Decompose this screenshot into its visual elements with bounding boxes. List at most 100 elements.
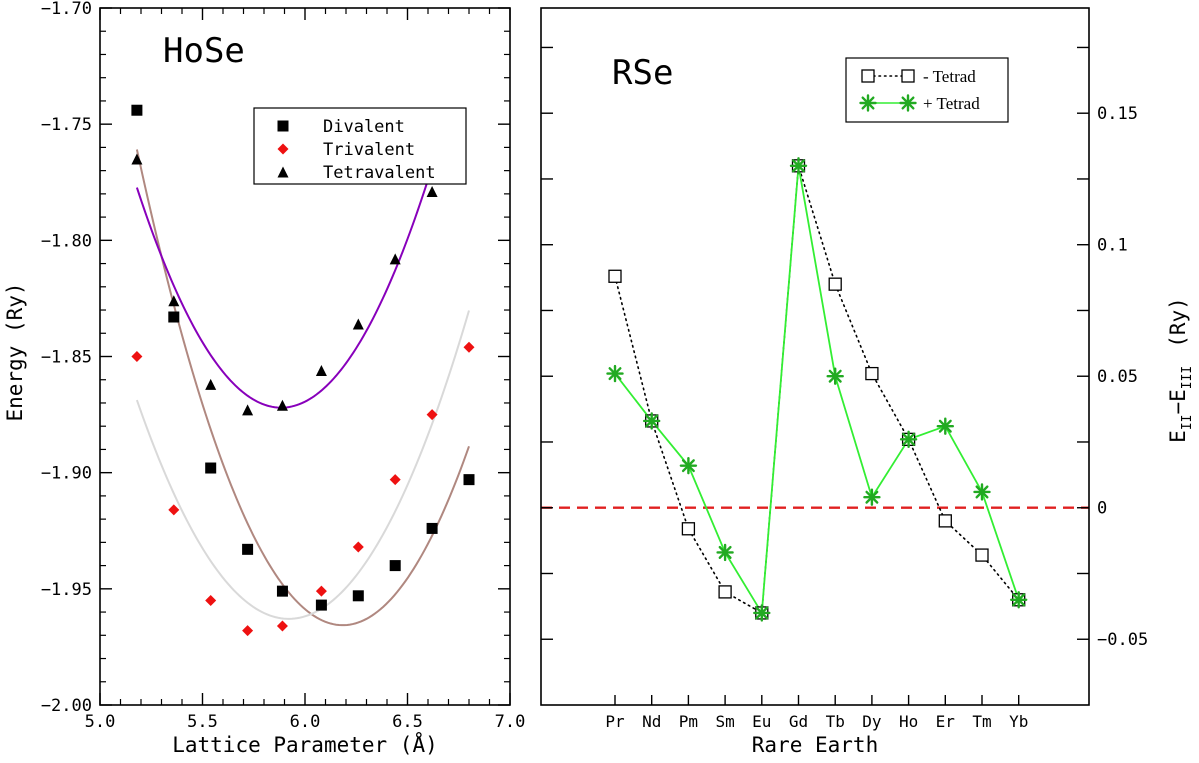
point-divalent-1 xyxy=(131,104,143,116)
point-tetrad-ho xyxy=(899,430,918,449)
category-label-pm: Pm xyxy=(679,712,698,731)
point-tetrad-dy xyxy=(863,488,881,506)
point-tetravalent-3 xyxy=(205,378,217,390)
point-tetrad-er xyxy=(938,514,952,528)
right-x-axis-label: Rare Earth xyxy=(752,733,878,757)
point-divalent-7 xyxy=(352,590,364,602)
y-tick-label: −1.70 xyxy=(41,0,92,19)
point-tetrad-tb xyxy=(828,277,842,291)
y-tick-label: −1.80 xyxy=(41,231,92,251)
fit-curve-tetravalent xyxy=(135,166,434,409)
point-tetravalent-1 xyxy=(131,153,143,165)
left-legend: Divalent Trivalent Tetravalent xyxy=(253,107,467,185)
point-trivalent-6 xyxy=(315,585,327,597)
ylabel-e2: −E xyxy=(1166,389,1190,414)
point-divalent-9 xyxy=(426,522,438,534)
left-x-axis-label: Lattice Parameter (Å) xyxy=(172,731,438,757)
legend-marker-a-tetrad xyxy=(861,69,875,83)
left-data-markers xyxy=(131,104,475,637)
point-tetrad-gd xyxy=(789,157,808,175)
point-tetravalent-4 xyxy=(242,404,254,416)
ylabel-e1: E xyxy=(1166,430,1190,443)
point-trivalent-4 xyxy=(242,625,254,637)
point-divalent-8 xyxy=(389,560,401,572)
category-label-er: Er xyxy=(936,712,956,731)
left-axis-ticks: 5.0 5.5 6.0 6.5 7.0 −2.00 −1.95 −1.90 −1.85 −1.80… xyxy=(41,0,526,732)
point-divalent-4 xyxy=(242,543,254,555)
legend-marker-trivalent xyxy=(277,143,289,155)
category-label-eu: Eu xyxy=(752,712,771,731)
y-tick-label: −1.90 xyxy=(41,464,92,484)
left-y-axis-label: Energy (Ry) xyxy=(3,282,27,421)
legend-marker-divalent xyxy=(277,120,289,132)
category-label-pr: Pr xyxy=(605,712,625,731)
point-tetrad-yb xyxy=(1010,591,1028,609)
right-y-tick-label: 0.05 xyxy=(1097,367,1138,387)
point-divalent-6 xyxy=(315,599,327,611)
point-tetrad-tm xyxy=(973,483,991,501)
left-fit-curves xyxy=(135,149,470,627)
point-tetravalent-8 xyxy=(389,253,401,265)
right-y-tick-label: 0.15 xyxy=(1097,104,1138,124)
left-inset-title: HoSe xyxy=(163,31,245,71)
point-tetrad-sm xyxy=(718,585,732,599)
legend-marker-b-tetrad xyxy=(901,69,915,83)
legend-label-tetrad: - Tetrad xyxy=(923,67,976,86)
left-legend-box xyxy=(253,107,467,185)
point-trivalent-10 xyxy=(463,341,475,353)
point-trivalent-9 xyxy=(426,409,438,421)
right-chart-panel: Pr Nd Pm Sm Eu Gd Tb Dy Ho Er Tm Yb −0.05 0 0.05 0.1 0.1… xyxy=(540,7,1195,757)
point-divalent-5 xyxy=(276,585,288,597)
category-label-ho: Ho xyxy=(899,712,918,731)
y-tick-label: −2.00 xyxy=(41,696,92,716)
y-tick-label: −1.85 xyxy=(41,348,92,368)
point-tetravalent-5 xyxy=(276,399,288,411)
category-label-tm: Tm xyxy=(972,712,991,731)
category-label-nd: Nd xyxy=(642,712,661,731)
legend-marker-a-tetrad xyxy=(859,94,877,112)
point-divalent-2 xyxy=(168,311,180,323)
fit-curve-trivalent xyxy=(135,310,470,620)
left-chart-panel: 5.0 5.5 6.0 6.5 7.0 −2.00 −1.95 −1.90 −1.85 −1.80… xyxy=(3,0,525,757)
legend-marker-b-tetrad xyxy=(899,94,917,112)
point-tetrad-eu xyxy=(753,604,771,622)
category-label-yb: Yb xyxy=(1009,712,1028,731)
y-tick-label: −1.75 xyxy=(41,115,92,135)
x-tick-label: 6.0 xyxy=(290,712,321,732)
point-divalent-3 xyxy=(205,462,217,474)
series-line-tetrad xyxy=(614,165,1020,615)
x-tick-label: 7.0 xyxy=(495,712,526,732)
right-plot-frame xyxy=(540,7,1090,706)
legend-label-tetrad: + Tetrad xyxy=(923,94,980,113)
point-tetrad-sm xyxy=(716,543,734,562)
category-label-dy: Dy xyxy=(862,712,882,731)
point-trivalent-3 xyxy=(205,594,217,606)
right-y-tick-label: 0.1 xyxy=(1097,236,1128,256)
point-trivalent-7 xyxy=(352,541,364,553)
point-trivalent-1 xyxy=(131,351,143,362)
point-tetrad-nd xyxy=(643,412,661,430)
right-series-lines xyxy=(614,165,1020,616)
legend-marker-tetravalent xyxy=(277,166,289,178)
x-tick-label: 5.5 xyxy=(187,712,218,732)
category-label-gd: Gd xyxy=(789,712,808,731)
point-trivalent-8 xyxy=(389,474,401,486)
fit-curve-divalent xyxy=(135,149,470,627)
right-inset-title: RSe xyxy=(612,53,673,93)
point-tetravalent-6 xyxy=(315,364,327,376)
point-tetrad-pr xyxy=(606,364,624,383)
x-tick-label: 6.5 xyxy=(392,712,423,732)
ylabel-sub-iii: III xyxy=(1180,366,1195,389)
ylabel-units: (Ry) xyxy=(1166,297,1190,348)
right-y-tick-label: −0.05 xyxy=(1097,630,1148,650)
series-line-tetrad xyxy=(614,165,1020,616)
x-tick-label: 5.0 xyxy=(85,712,116,732)
right-axis-ticks: Pr Nd Pm Sm Eu Gd Tb Dy Ho Er Tm Yb −0.05 0 0.05 0.1 0.1… xyxy=(541,46,1148,731)
point-tetrad-dy xyxy=(865,366,879,381)
point-trivalent-2 xyxy=(168,504,180,516)
legend-label-tetravalent: Tetravalent xyxy=(323,163,436,183)
legend-label-trivalent: Trivalent xyxy=(323,140,415,160)
point-tetrad-pm xyxy=(679,456,698,475)
legend-label-divalent: Divalent xyxy=(323,117,405,137)
